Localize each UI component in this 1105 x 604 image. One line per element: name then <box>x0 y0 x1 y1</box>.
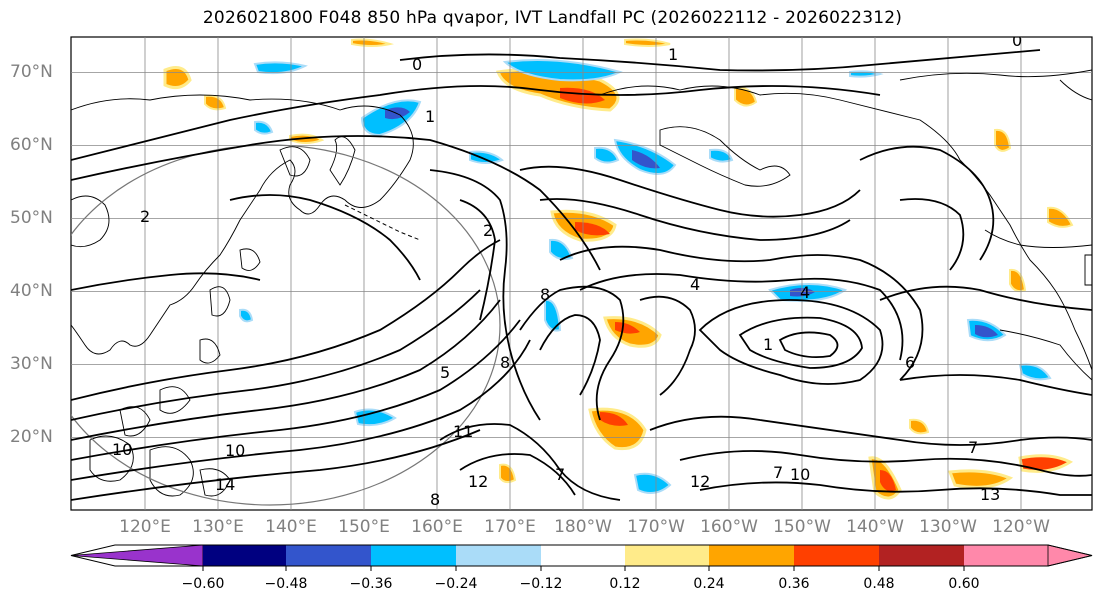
colorbar-tick-label: −0.12 <box>519 576 563 592</box>
lon-label: 130°E <box>192 517 244 537</box>
contour-label: 1 <box>763 335 773 354</box>
map-gridlines <box>71 37 1092 510</box>
map-title: 2026021800 F048 850 hPa qvapor, IVT Land… <box>202 8 903 28</box>
colorbar-segment <box>541 545 625 566</box>
lon-label: 130°W <box>919 517 977 537</box>
colorbar-segment <box>794 545 879 566</box>
lat-label: 70°N <box>10 61 53 82</box>
contour-label: 13 <box>980 485 1000 504</box>
colorbar-tick-label: 0.24 <box>693 576 725 592</box>
contour-label: 5 <box>440 363 450 382</box>
colorbar-tick-label: −0.24 <box>434 576 478 592</box>
colorbar-segment <box>964 545 1048 566</box>
contour-label: 12 <box>468 472 488 491</box>
colorbar-tick-label: 0.12 <box>609 576 641 592</box>
lon-label: 160°E <box>411 517 463 537</box>
lon-label: 120°W <box>992 517 1050 537</box>
lon-label: 120°E <box>119 517 171 537</box>
contour-label: 4 <box>690 275 700 294</box>
contour-label: 10 <box>790 465 810 484</box>
colorbar-extend-low <box>70 544 204 567</box>
lon-label: 170°W <box>627 517 685 537</box>
lat-label: 50°N <box>10 207 53 228</box>
lat-label: 30°N <box>10 353 53 374</box>
contour-label: 8 <box>500 353 510 372</box>
colorbar-tick-label: 0.60 <box>948 576 980 592</box>
colorbar-segment <box>456 545 541 566</box>
contour-label: 2 <box>140 207 150 226</box>
colorbar-segment <box>709 545 794 566</box>
colorbar-segment <box>203 545 286 566</box>
colorbar-tick-label: 0.36 <box>778 576 810 592</box>
contour-label: 14 <box>215 475 235 494</box>
lat-label: 60°N <box>10 134 53 155</box>
colorbar-tick-label: −0.60 <box>181 576 225 592</box>
lon-label: 140°E <box>265 517 317 537</box>
colorbar-tick-label: −0.48 <box>264 576 308 592</box>
contour-label: 7 <box>773 463 783 482</box>
contour-label: 6 <box>905 353 915 372</box>
lon-label: 170°E <box>484 517 536 537</box>
colorbar-segment <box>625 545 709 566</box>
colorbar-outline <box>70 544 1093 567</box>
contour-label: 1 <box>425 107 435 126</box>
colorbar-tick-label: −0.36 <box>349 576 393 592</box>
lat-label: 20°N <box>10 426 53 447</box>
contour-label: 0 <box>412 55 422 74</box>
lon-label: 160°W <box>700 517 758 537</box>
region-circle <box>71 144 501 506</box>
ivt-contours <box>71 49 1092 501</box>
lon-label: 140°W <box>846 517 904 537</box>
contour-label: 4 <box>800 283 810 302</box>
lon-label: 180°W <box>554 517 612 537</box>
lat-label: 40°N <box>10 280 53 301</box>
colorbar-extend-high <box>1047 544 1093 567</box>
colorbar-segment <box>879 545 964 566</box>
contour-label: 10 <box>225 441 245 460</box>
contour-label: 0 <box>1012 31 1022 50</box>
contour-label: 7 <box>555 465 565 484</box>
contour-label: 8 <box>540 285 550 304</box>
colorbar-segment <box>286 545 371 566</box>
lon-label: 150°E <box>338 517 390 537</box>
contour-label: 8 <box>430 490 440 509</box>
contour-label: 2 <box>483 221 493 240</box>
contour-label: 10 <box>112 440 132 459</box>
contour-label: 1 <box>668 45 678 64</box>
colorbar-segment <box>371 545 456 566</box>
lon-label: 150°W <box>773 517 831 537</box>
contour-label: 12 <box>690 472 710 491</box>
contour-label: 7 <box>968 438 978 457</box>
colorbar-tick-label: 0.48 <box>863 576 895 592</box>
coastlines <box>71 69 1092 497</box>
contour-label: 11 <box>453 422 473 441</box>
